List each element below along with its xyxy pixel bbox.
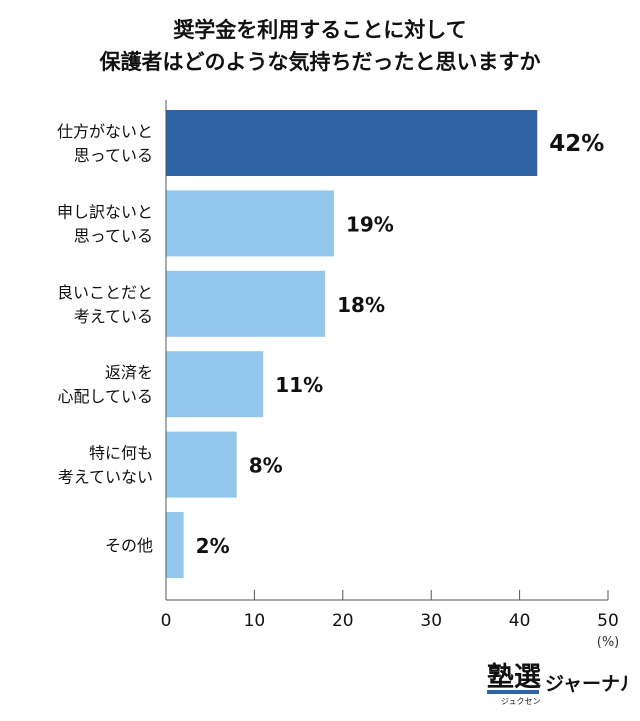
bar [166,110,538,176]
logo-suffix: ジャーナル [545,673,627,695]
x-tick-label: 30 [420,611,442,631]
x-tick-label: 40 [509,611,531,631]
x-tick-label: 0 [161,611,172,631]
chart-title-line1: 奨学金を利用することに対して [173,18,467,42]
category-label: 考えている [74,307,153,326]
category-label: 返済を [105,363,153,382]
category-label: 仕方がないと [57,122,153,141]
bar [166,270,326,337]
logo: 塾選 ジュクセン ジャーナル [487,658,639,712]
logo-reading: ジュクセン [501,697,540,706]
category-label: 申し訳ないと [57,202,153,221]
x-tick-label: 10 [244,611,266,631]
data-label: 18% [337,293,385,317]
category-label: 特に何も [89,444,153,463]
x-tick-label: 50 [597,611,619,631]
bar [166,190,334,257]
x-tick-label: 20 [332,611,354,631]
category-label: 思っている [74,226,153,245]
bar [166,512,184,578]
data-label: 19% [346,212,394,236]
category-label: 心配している [57,387,153,406]
data-label: 42% [549,131,604,157]
data-label: 11% [275,373,323,397]
logo-main: 塾選 [487,661,541,693]
category-label: 良いことだと [57,283,153,302]
x-unit-label: (%) [597,635,620,650]
category-label: 考えていない [58,468,153,487]
chart-title-line2: 保護者はどのような気持ちだったと思いますか [99,50,541,74]
bar [166,431,237,498]
data-label: 8% [249,454,283,478]
category-label: その他 [105,536,153,555]
data-label: 2% [196,534,230,558]
category-label: 思っている [74,146,153,165]
bar [166,351,264,418]
